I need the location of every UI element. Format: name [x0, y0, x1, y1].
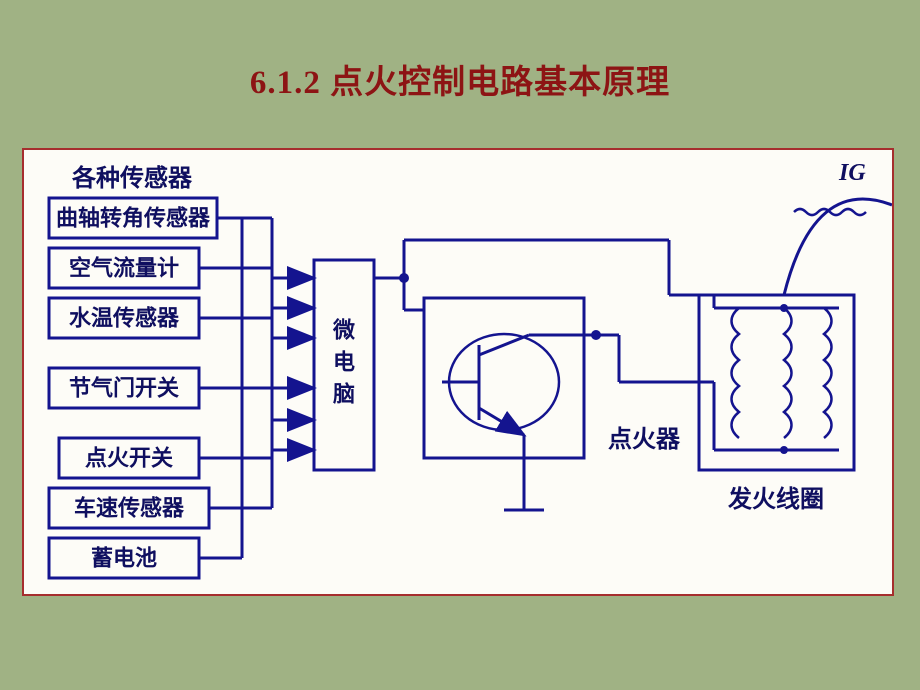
sensor-label-3: 节气门开关	[69, 376, 179, 401]
coil-label: 发火线圈	[727, 485, 824, 513]
sensor-label-0: 曲轴转角传感器	[56, 206, 211, 231]
ig-label: IG	[838, 160, 866, 186]
sensor-label-4: 点火开关	[85, 446, 173, 471]
mcu-label-1: 电	[333, 350, 355, 375]
diagram-svg: 各种传感器 曲轴转角传感器 空气流量计 水温传感器 节气门开关 点火开关 车速传…	[24, 150, 892, 594]
igniter-label: 点火器	[608, 426, 681, 453]
page-title: 6.1.2 点火控制电路基本原理	[0, 0, 920, 103]
mcu-label-0: 微	[332, 318, 355, 343]
sensor-label-5: 车速传感器	[74, 496, 185, 521]
sensor-label-2: 水温传感器	[69, 306, 180, 331]
sensors-header: 各种传感器	[71, 164, 193, 192]
sensor-label-6: 蓄电池	[91, 546, 157, 571]
diagram-frame: 各种传感器 曲轴转角传感器 空气流量计 水温传感器 节气门开关 点火开关 车速传…	[22, 148, 894, 596]
sensor-label-1: 空气流量计	[69, 256, 179, 281]
mcu-label-2: 脑	[333, 382, 355, 407]
